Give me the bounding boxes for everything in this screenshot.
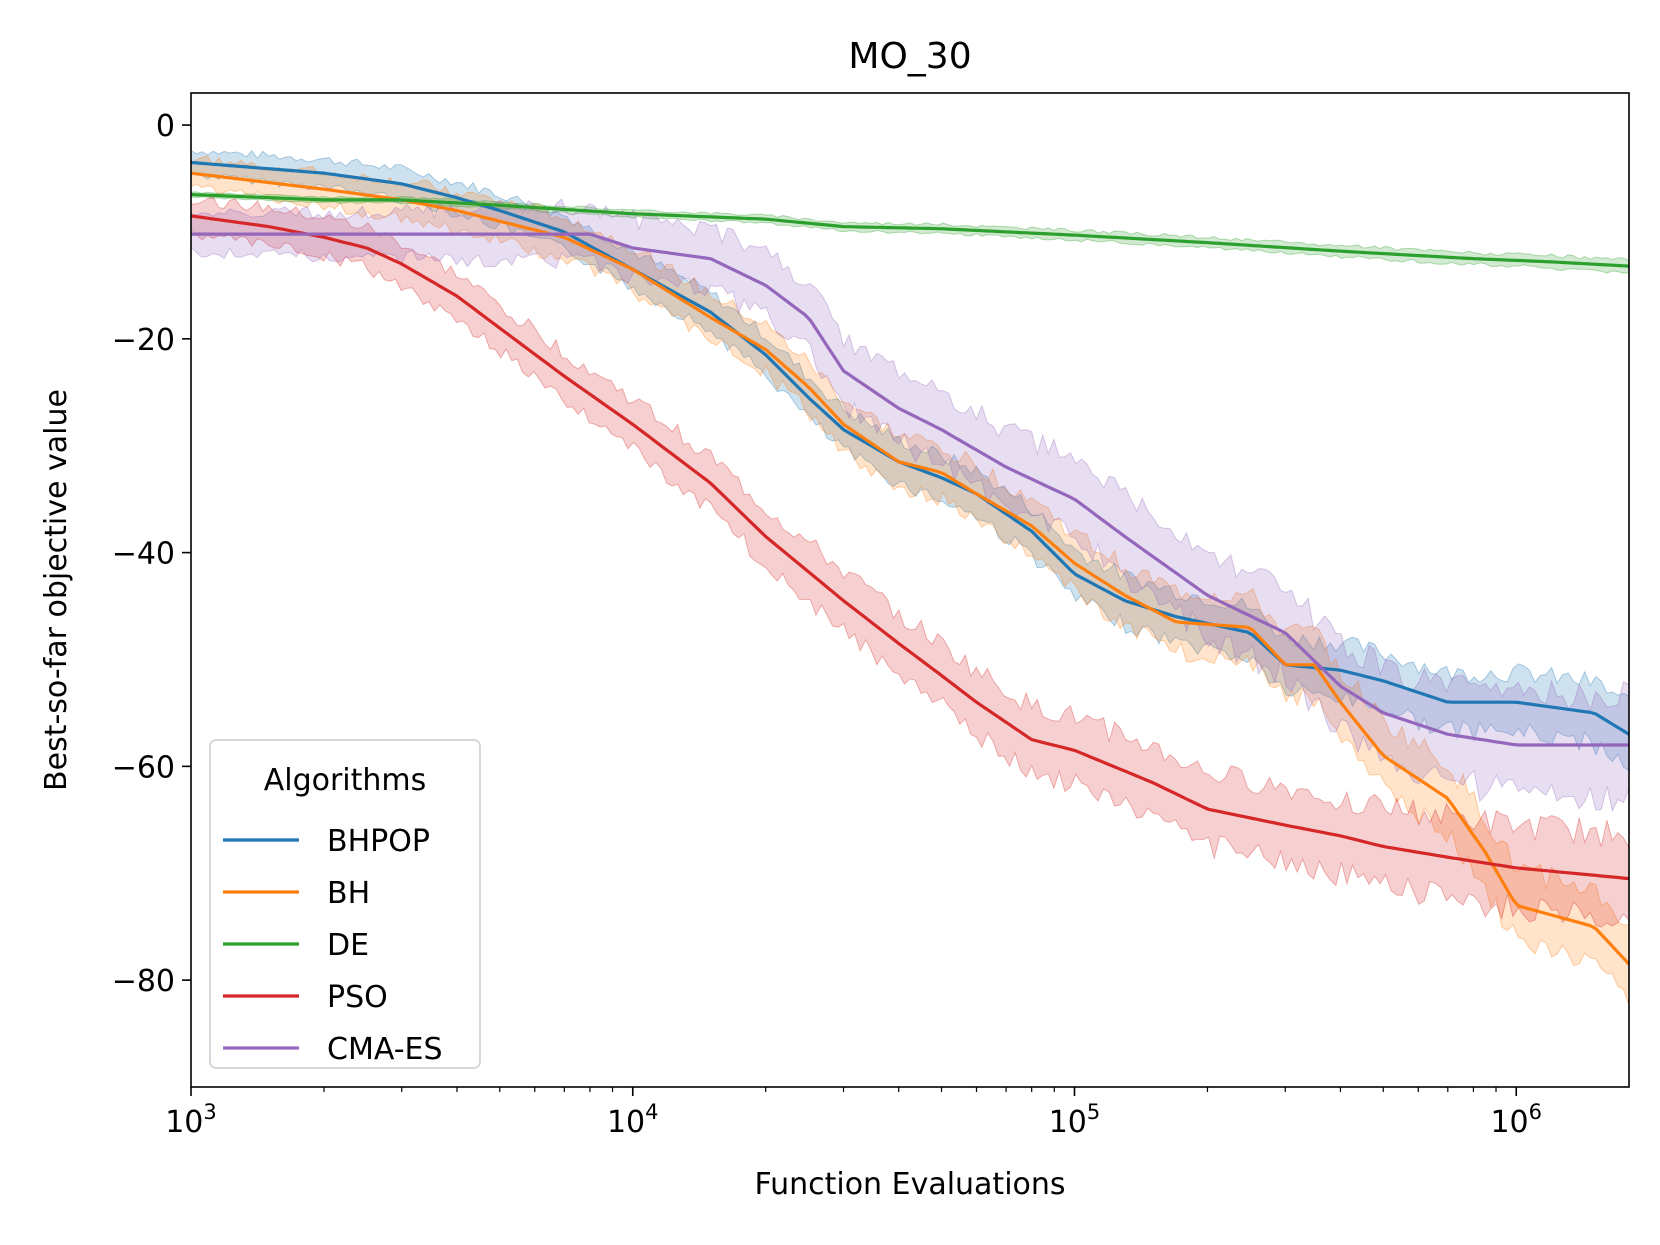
line-cma-es — [191, 232, 1629, 747]
plot-frame — [190, 92, 1630, 1088]
legend-label-cma-es: CMA-ES — [327, 1032, 443, 1067]
x-axis-label: Function Evaluations — [754, 1167, 1065, 1202]
legend-label-de: DE — [327, 928, 369, 963]
y-axis-label: Best-so-far objective value — [39, 389, 74, 791]
x-axis: 103 104 105 106 — [165, 1087, 1542, 1140]
chart-title: MO_30 — [848, 36, 971, 77]
y-axis: 0 −20 −40 −60 −80 — [112, 109, 191, 999]
line-bh — [190, 171, 1631, 966]
legend-box — [209, 739, 481, 1069]
y-tick-label: −40 — [112, 537, 175, 572]
line-pso — [190, 214, 1630, 881]
x-tick-label: 103 — [165, 1100, 217, 1140]
x-tick-label: 105 — [1049, 1100, 1101, 1140]
x-tick-label: 104 — [607, 1100, 659, 1140]
y-tick-label: −80 — [112, 964, 175, 999]
legend: Algorithms BHPOP BH DE PSO CMA-ES — [209, 739, 481, 1069]
y-tick-label: 0 — [156, 109, 175, 144]
legend-label-pso: PSO — [327, 980, 388, 1015]
y-tick-label: −20 — [112, 323, 175, 358]
x-tick-label: 106 — [1490, 1100, 1542, 1140]
series-lines — [190, 160, 1631, 966]
legend-title: Algorithms — [264, 763, 427, 798]
legend-label-bhpop: BHPOP — [327, 824, 430, 859]
y-tick-label: −60 — [112, 750, 175, 785]
legend-label-bh: BH — [327, 876, 370, 911]
line-de — [190, 192, 1630, 268]
